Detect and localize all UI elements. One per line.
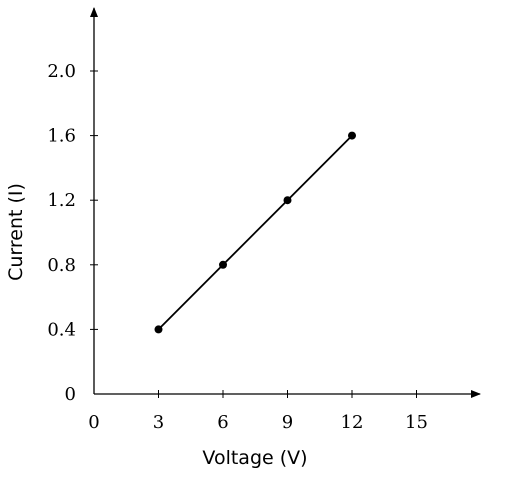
y-axis-title: Current (I) [5,183,27,281]
y-tick-label: 1.2 [47,190,76,211]
y-tick-label: 0.4 [47,319,76,340]
x-axis-title: Voltage (V) [202,447,307,469]
y-tick-label: 1.6 [47,126,76,147]
x-tick-label: 0 [88,412,99,433]
y-tick-label: 0 [65,384,76,405]
x-tick-label: 15 [405,412,428,433]
x-tick-label: 9 [282,412,293,433]
data-point [348,131,356,140]
data-point [219,260,227,269]
y-axis-ticks: 0 0.4 0.8 1.2 1.6 2.0 [47,61,98,405]
series-line [157,134,353,331]
data-point [154,325,163,334]
y-tick-label: 2.0 [47,61,76,82]
y-tick-label: 0.8 [47,255,76,276]
x-axis-ticks: 0 3 6 9 12 15 [88,390,428,433]
data-point [283,196,292,205]
x-tick-label: 12 [341,412,364,433]
data-series [154,131,356,334]
x-tick-label: 3 [153,412,164,433]
x-tick-label: 6 [217,412,228,433]
